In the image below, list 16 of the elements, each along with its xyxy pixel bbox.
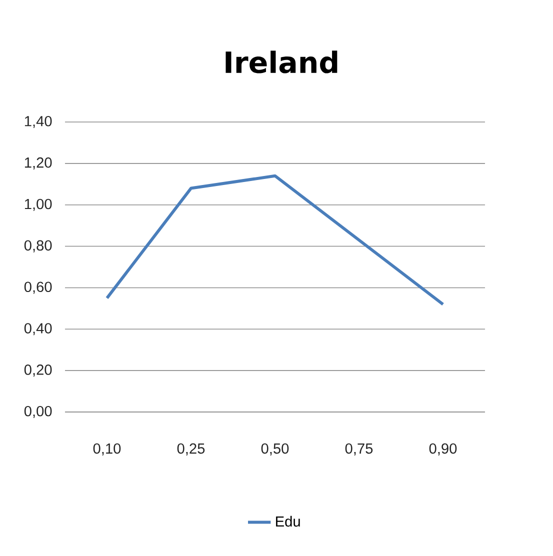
x-tick-label: 0,75 — [345, 443, 373, 456]
y-tick-label: 1,00 — [24, 198, 52, 211]
chart-title: Ireland — [226, 50, 338, 74]
legend-label: Edu — [276, 516, 300, 527]
y-tick-label: 0,20 — [24, 364, 52, 377]
y-tick-label: 0,00 — [24, 406, 52, 418]
x-tick-label: 0,25 — [177, 443, 205, 456]
y-tick-label: 0,40 — [24, 323, 52, 336]
y-tick-label: 0,80 — [24, 240, 52, 252]
x-tick-label: 0,50 — [261, 443, 289, 456]
x-tick-label: 0,10 — [93, 443, 121, 456]
y-tick-label: 0,60 — [24, 282, 52, 294]
y-tick-label: 1,40 — [24, 116, 52, 128]
line-series — [106, 174, 444, 306]
x-tick-label: 0,90 — [429, 443, 457, 456]
y-tick-label: 1,20 — [24, 157, 52, 170]
